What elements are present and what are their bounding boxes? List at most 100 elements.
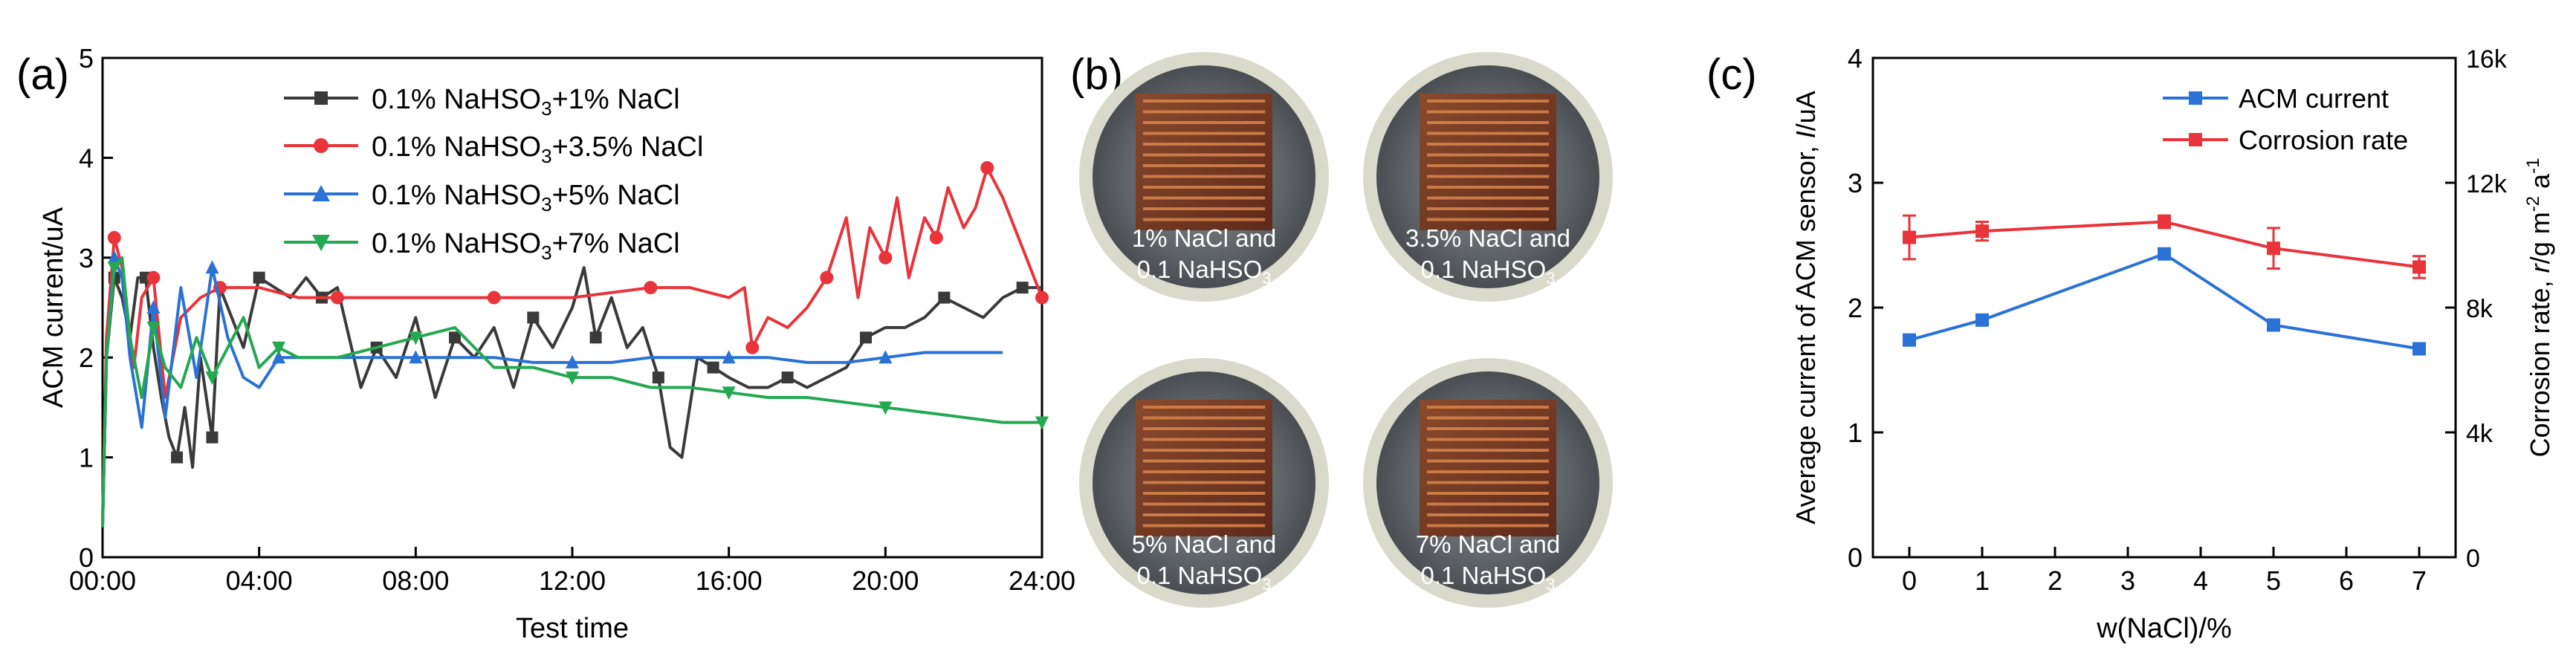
photo-3-5pct: 3.5% NaCl and 0.1 NaHSO3 bbox=[1363, 52, 1613, 302]
panel-c-plot: 0 1 2 3 4 0 4k 8k 12k 16k 0 1 2 3 4 5 6 7 bbox=[1848, 43, 2508, 596]
panel-a-legend: 0.1% NaHSO3+1% NaCl 0.1% NaHSO3+3.5% NaC… bbox=[284, 84, 703, 264]
legend-text-5pct-sub: 3 bbox=[541, 193, 551, 215]
panel-c-y-right-italic: r bbox=[2525, 262, 2555, 273]
photo-label-line2: 0.1 NaHSO3 bbox=[1137, 562, 1272, 594]
data-point bbox=[253, 271, 265, 284]
data-point bbox=[449, 331, 461, 344]
x-tick-label: 04:00 bbox=[226, 565, 293, 596]
data-point bbox=[929, 230, 943, 244]
photo-label-line2: 0.1 NaHSO3 bbox=[1421, 256, 1556, 288]
data-point bbox=[2412, 260, 2426, 274]
y-tick-label: 0 bbox=[79, 542, 94, 573]
legend-entry-5pct: 0.1% NaHSO3+5% NaCl bbox=[284, 180, 680, 215]
data-point bbox=[1016, 282, 1029, 294]
y-tick-label-right: 0 bbox=[2466, 545, 2480, 573]
y-tick-label-right: 8k bbox=[2466, 295, 2494, 323]
photo-label-line2: 0.1 NaHSO3 bbox=[1137, 256, 1272, 288]
panel-c-y-right-mid2: a bbox=[2525, 173, 2555, 196]
legend-entry-acm-current: ACM current bbox=[2163, 83, 2389, 114]
y-tick-label: 1 bbox=[79, 443, 94, 473]
data-point bbox=[527, 311, 540, 324]
y-tick-label-left: 1 bbox=[1848, 418, 1863, 448]
data-point bbox=[107, 262, 121, 276]
x-tick-label: 6 bbox=[2339, 565, 2354, 596]
data-point bbox=[566, 371, 579, 386]
data-point bbox=[2267, 241, 2280, 256]
data-point bbox=[644, 281, 658, 295]
legend-entry-3-5pct: 0.1% NaHSO3+3.5% NaCl bbox=[284, 132, 703, 167]
panel-a: (a) 0 1 2 3 4 5 00:00 04:00 08:00 12:00 16:00 20:0… bbox=[16, 43, 1075, 644]
data-point bbox=[331, 290, 344, 305]
legend-marker-square bbox=[2189, 133, 2202, 146]
legend-text-7pct-post: +7% NaCl bbox=[552, 228, 680, 259]
legend-marker-square bbox=[2189, 91, 2202, 105]
photo-5pct: 5% NaCl and 0.1 NaHSO3 bbox=[1079, 358, 1329, 608]
x-tick-label: 08:00 bbox=[382, 565, 449, 596]
legend-entry-corrosion-rate: Corrosion rate bbox=[2163, 125, 2408, 155]
series-acm-current bbox=[1903, 247, 2426, 356]
x-tick-label: 1 bbox=[1975, 565, 1990, 596]
panel-c-series bbox=[1903, 214, 2426, 356]
y-tick-label: 5 bbox=[79, 43, 94, 74]
data-point bbox=[206, 431, 219, 444]
series-3-5pct-nacl bbox=[101, 160, 1049, 518]
x-tick-label: 5 bbox=[2266, 565, 2281, 596]
legend-text-acm-current: ACM current bbox=[2239, 83, 2389, 114]
data-point bbox=[722, 350, 736, 364]
legend-text-5pct-post: +5% NaCl bbox=[552, 180, 680, 211]
panel-a-y-ticks: 0 1 2 3 4 5 bbox=[79, 43, 113, 573]
photo-label-line2-main: 0.1 NaHSO bbox=[1137, 256, 1263, 283]
series-7pct-nacl bbox=[101, 256, 1049, 527]
panel-a-series bbox=[101, 160, 1049, 527]
data-point bbox=[171, 451, 184, 464]
data-point bbox=[1975, 224, 1989, 238]
y-tick-label-right: 12k bbox=[2466, 170, 2508, 198]
photo-1pct: 1% NaCl and 0.1 NaHSO3 bbox=[1079, 52, 1329, 302]
legend-text-1pct: 0.1% NaHSO3+1% NaCl bbox=[372, 84, 680, 120]
legend-marker-triangle-down bbox=[312, 235, 330, 251]
data-point bbox=[205, 371, 219, 386]
data-point bbox=[745, 340, 760, 354]
data-point bbox=[272, 341, 285, 355]
legend-text-1pct-pre: 0.1% NaHSO bbox=[372, 84, 541, 115]
data-point bbox=[566, 354, 579, 369]
panel-c-y-right-sup1: -2 bbox=[2523, 196, 2543, 212]
panel-c-y-axis-label-right: Corrosion rate, r/g m-2 a-1 bbox=[2523, 158, 2555, 458]
series-7pct-nacl-line bbox=[101, 256, 1042, 527]
data-point bbox=[652, 371, 664, 384]
data-point bbox=[707, 361, 719, 374]
panel-c-y-right-sup2: -1 bbox=[2523, 158, 2543, 174]
data-point bbox=[1903, 230, 1916, 244]
series-3-5pct-nacl-line bbox=[101, 166, 1043, 518]
data-point bbox=[107, 230, 121, 244]
photo-label-line1: 1% NaCl and bbox=[1132, 224, 1276, 252]
panel-a-plot: 0 1 2 3 4 5 00:00 04:00 08:00 12:00 16:00 20:00 24:… bbox=[69, 43, 1075, 596]
y-tick-label: 2 bbox=[79, 343, 94, 373]
data-point bbox=[878, 250, 893, 264]
panel-c-legend: ACM current Corrosion rate bbox=[2163, 83, 2408, 155]
photo-label-line2-sub: 3 bbox=[1262, 575, 1271, 594]
legend-marker-circle bbox=[314, 138, 329, 153]
x-tick-label: 0 bbox=[1902, 565, 1917, 596]
x-tick-label: 00:00 bbox=[69, 565, 136, 596]
data-point bbox=[2412, 342, 2426, 356]
data-point bbox=[487, 290, 501, 305]
panel-label-a: (a) bbox=[16, 51, 69, 99]
x-tick-label: 16:00 bbox=[696, 565, 763, 596]
data-point bbox=[1035, 416, 1049, 430]
legend-text-3-5pct-pre: 0.1% NaHSO bbox=[372, 132, 541, 163]
legend-text-7pct-pre: 0.1% NaHSO bbox=[372, 228, 541, 259]
legend-text-3-5pct-post: +3.5% NaCl bbox=[552, 132, 704, 163]
panel-a-y-axis-label: ACM current/uA bbox=[38, 207, 69, 408]
panel-c-y-left-pre: Average current of ACM sensor, bbox=[1790, 138, 1821, 525]
series-corrosion-rate bbox=[1903, 214, 2426, 279]
legend-text-7pct: 0.1% NaHSO3+7% NaCl bbox=[372, 228, 680, 264]
legend-entry-1pct: 0.1% NaHSO3+1% NaCl bbox=[284, 84, 680, 120]
photo-label-line2-main: 0.1 NaHSO bbox=[1421, 562, 1547, 589]
legend-text-7pct-sub: 3 bbox=[541, 241, 551, 264]
y-tick-label-left: 3 bbox=[1848, 168, 1863, 198]
photo-label-line1: 3.5% NaCl and bbox=[1405, 224, 1570, 252]
series-1pct-nacl bbox=[101, 266, 1042, 527]
panel-c-y-right-mid: /g m bbox=[2525, 212, 2555, 264]
